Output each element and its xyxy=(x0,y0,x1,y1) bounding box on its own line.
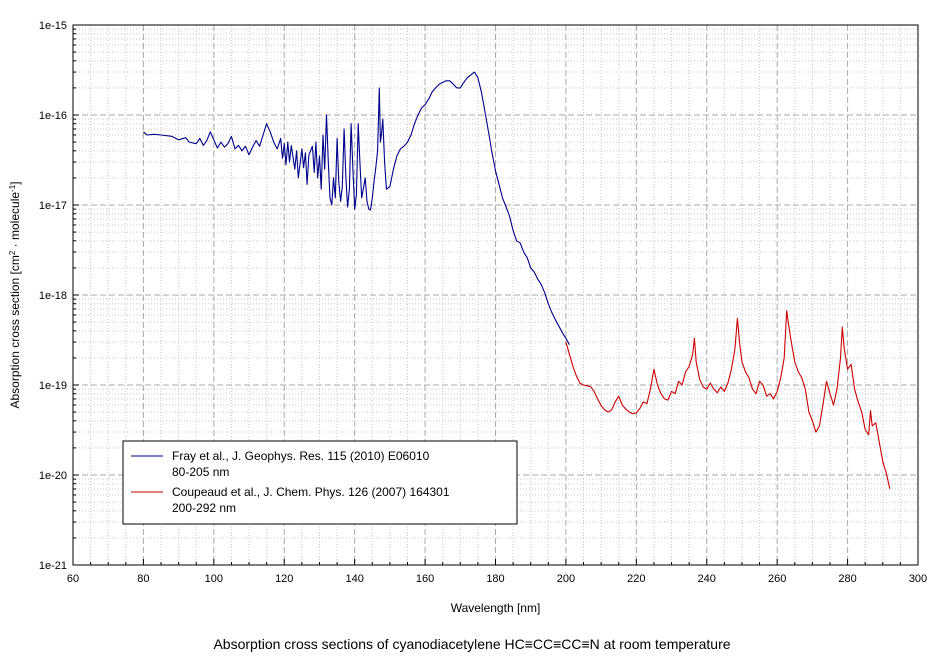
series-line-1 xyxy=(565,310,891,490)
legend-range-coupeaud: 200-292 nm xyxy=(172,501,236,515)
series-line-0 xyxy=(143,71,570,346)
y-tick-labels: 1e-21 1e-20 1e-19 1e-18 1e-17 1e-16 1e-15 xyxy=(39,20,67,572)
y-tick-label: 1e-18 xyxy=(39,290,67,302)
x-tick-label: 220 xyxy=(627,573,645,585)
x-tick-label: 60 xyxy=(67,573,79,585)
y-tick-label: 1e-15 xyxy=(39,20,67,32)
y-axis-label: Absorption cross section [cm2 · molecule… xyxy=(8,181,23,408)
x-tick-label: 300 xyxy=(909,573,927,585)
x-tick-label: 200 xyxy=(557,573,575,585)
axis-ticks xyxy=(72,24,919,566)
y-axis-label-sup1: 2 xyxy=(8,250,17,255)
y-tick-label: 1e-21 xyxy=(39,560,67,572)
y-tick-label: 1e-17 xyxy=(39,200,67,212)
x-tick-label: 260 xyxy=(768,573,786,585)
x-tick-label: 100 xyxy=(205,573,223,585)
legend-label-fray: Fray et al., J. Geophys. Res. 115 (2010)… xyxy=(172,449,430,463)
x-tick-label: 280 xyxy=(838,573,856,585)
figure-caption: Absorption cross sections of cyanodiacet… xyxy=(213,636,731,652)
x-tick-label: 240 xyxy=(698,573,716,585)
legend-label-coupeaud: Coupeaud et al., J. Chem. Phys. 126 (200… xyxy=(172,485,450,499)
x-tick-label: 80 xyxy=(137,573,149,585)
x-tick-label: 120 xyxy=(275,573,293,585)
x-tick-label: 160 xyxy=(416,573,434,585)
y-tick-label: 1e-20 xyxy=(39,470,67,482)
x-tick-label: 180 xyxy=(486,573,504,585)
y-axis-label-sup2: -1 xyxy=(8,184,17,192)
legend: Fray et al., J. Geophys. Res. 115 (2010)… xyxy=(122,440,518,525)
y-axis-label-base: Absorption cross section [cm xyxy=(8,255,22,408)
y-axis-label-mid: · molecule xyxy=(8,192,22,251)
y-tick-label: 1e-16 xyxy=(39,110,67,122)
legend-box xyxy=(122,440,518,525)
y-tick-label: 1e-19 xyxy=(39,380,67,392)
y-axis-label-end: ] xyxy=(8,181,22,184)
series-layer xyxy=(143,71,891,490)
x-tick-labels: 60 80 100 120 140 160 180 200 220 240 260 280 300 xyxy=(67,573,927,585)
legend-range-fray: 80-205 nm xyxy=(172,465,229,479)
x-tick-label: 140 xyxy=(345,573,363,585)
x-axis-label: Wavelength [nm] xyxy=(451,601,541,615)
